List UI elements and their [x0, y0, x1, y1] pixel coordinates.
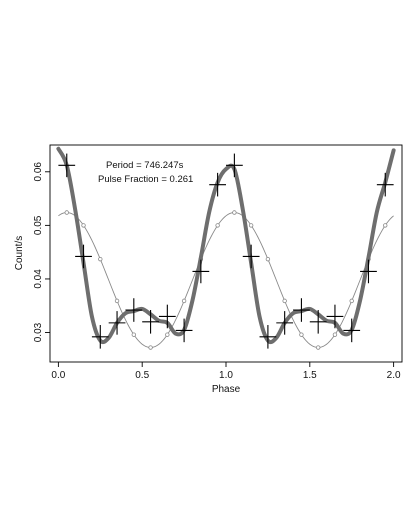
data-point-15 — [309, 310, 327, 334]
sine-fit-layer — [58, 210, 394, 350]
x-tick-label-1: 0.5 — [135, 370, 149, 381]
data-point-10 — [226, 153, 243, 178]
sine-fit-marker-11 — [248, 223, 254, 228]
sine-fit-marker-19 — [383, 223, 388, 228]
x-tick-label-2: 1.0 — [219, 370, 233, 381]
data-point-4 — [125, 298, 143, 322]
data-point-1 — [75, 244, 92, 269]
data-point-7 — [175, 318, 193, 343]
sine-fit-marker-10 — [232, 210, 237, 215]
x-axis-label: Phase — [212, 384, 241, 395]
axes-layer: 0.0 0.5 1.0 1.5 2.0 0.03 0.04 0.05 0.06 — [33, 162, 401, 381]
y-tick-label-0: 0.03 — [33, 322, 44, 342]
sine-fit-marker-17 — [349, 298, 354, 304]
x-tick-label-0: 0.0 — [51, 370, 65, 381]
data-point-13 — [276, 311, 294, 335]
data-point-16 — [326, 304, 344, 329]
y-tick-label-2: 0.05 — [33, 215, 44, 235]
data-point-6 — [158, 304, 176, 329]
sine-fit-marker-12 — [265, 256, 271, 262]
data-point-0 — [58, 153, 76, 178]
data-point-19 — [376, 172, 394, 197]
data-points-layer — [58, 153, 394, 349]
smooth-curve-line — [56, 146, 396, 345]
annotation-period: Period = 746.247s — [106, 160, 184, 171]
sine-fit-marker-3 — [114, 298, 120, 304]
sine-fit-marker-1 — [81, 223, 86, 228]
y-axis-label: Count/s — [14, 236, 25, 270]
sine-fit-marker-0 — [64, 210, 69, 215]
y-tick-label-1: 0.04 — [33, 269, 44, 289]
sine-fit-marker-4 — [131, 332, 137, 337]
sine-fit-marker-7 — [181, 298, 187, 304]
data-point-11 — [242, 244, 260, 269]
data-point-14 — [293, 298, 310, 322]
data-point-2 — [91, 325, 109, 349]
data-point-9 — [209, 172, 226, 197]
sine-fit-marker-2 — [98, 256, 103, 262]
annotation-pulse-fraction: Pulse Fraction = 0.261 — [98, 174, 193, 185]
data-point-5 — [142, 310, 159, 334]
data-point-17 — [343, 318, 361, 343]
data-point-8 — [192, 259, 210, 284]
sine-fit-marker-5 — [148, 345, 153, 350]
sine-fit-line — [58, 212, 394, 348]
sine-fit-marker-16 — [332, 332, 338, 337]
y-tick-label-3: 0.06 — [33, 162, 44, 182]
sine-fit-marker-6 — [165, 332, 170, 337]
data-point-18 — [360, 259, 377, 284]
data-point-3 — [108, 311, 126, 335]
sine-fit-marker-13 — [282, 298, 287, 304]
smooth-curve-layer — [56, 146, 396, 345]
sine-fit-marker-9 — [215, 223, 220, 228]
sine-fit-marker-15 — [315, 345, 321, 350]
sine-fit-marker-14 — [299, 332, 304, 337]
data-point-12 — [259, 325, 277, 349]
x-tick-label-4: 2.0 — [387, 370, 401, 381]
x-tick-label-3: 1.5 — [303, 370, 317, 381]
